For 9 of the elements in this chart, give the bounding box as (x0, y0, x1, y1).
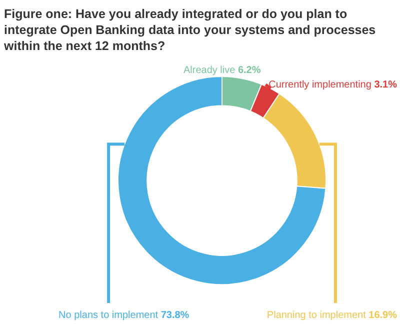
data-label: 16.9% (368, 310, 398, 321)
data-label: 3.1% (374, 79, 398, 90)
data-label: 6.2% (238, 65, 261, 76)
slice-label: Currently implementing (268, 79, 374, 90)
data-label: 73.8% (160, 310, 190, 321)
slice-label: No plans to implement (58, 310, 161, 321)
slice-label: Already live (184, 65, 238, 76)
slice-label: Planning to implement (266, 310, 369, 321)
chart-title: Figure one: Have you already integrated or do you plan to integrate Open Banking data into your systems and processes within the next 12 months? (4, 6, 377, 54)
